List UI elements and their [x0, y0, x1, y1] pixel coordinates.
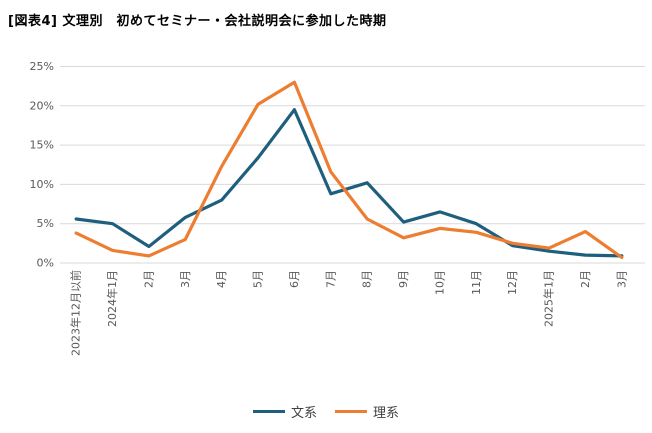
x-axis-label: 2月 [142, 270, 155, 288]
legend-item-rikei: 理系 [335, 402, 399, 421]
legend-swatch-rikei-line [335, 410, 367, 413]
x-axis-label: 6月 [288, 270, 301, 288]
x-axis-label: 10月 [433, 270, 446, 295]
legend-item-bunkei: 文系 [252, 402, 317, 421]
x-axis-label: 12月 [506, 270, 519, 295]
x-axis-label: 2月 [579, 270, 592, 288]
y-axis-label: 20% [30, 99, 54, 112]
y-axis-label: 15% [30, 139, 54, 152]
x-axis-label: 7月 [324, 270, 337, 288]
y-axis-label: 0% [37, 257, 54, 270]
x-axis-label: 8月 [361, 270, 374, 288]
x-axis-label: 3月 [179, 270, 192, 288]
x-axis-label: 11月 [470, 270, 483, 295]
x-axis-label: 2025年1月 [542, 270, 556, 327]
legend: 文系 理系 [0, 402, 652, 421]
legend-label-bunkei: 文系 [290, 406, 317, 421]
y-axis-label: 5% [37, 217, 54, 230]
y-axis-label: 10% [30, 178, 54, 191]
legend-label-rikei: 理系 [373, 406, 400, 421]
y-axis-label: 25% [30, 60, 54, 73]
series-line-文系 [74, 108, 624, 258]
x-axis-label: 2023年12月以前 [69, 270, 83, 356]
x-axis-label: 2024年1月 [105, 270, 119, 327]
chart-title: [図表4] 文理別 初めてセミナー・会社説明会に参加した時期 [8, 14, 387, 29]
x-axis-label: 4月 [215, 270, 228, 288]
x-axis-label: 9月 [397, 270, 410, 288]
x-axis-label: 3月 [615, 270, 628, 288]
legend-swatch-bunkei-line [252, 410, 285, 413]
line-chart-plot-area: 0% 5% 10% 15% 20% 25% 2023年12月以前 2024年1月 2月 3月 4月 5… [30, 60, 645, 356]
x-axis-label: 5月 [252, 270, 265, 288]
series-line-理系 [74, 80, 624, 260]
